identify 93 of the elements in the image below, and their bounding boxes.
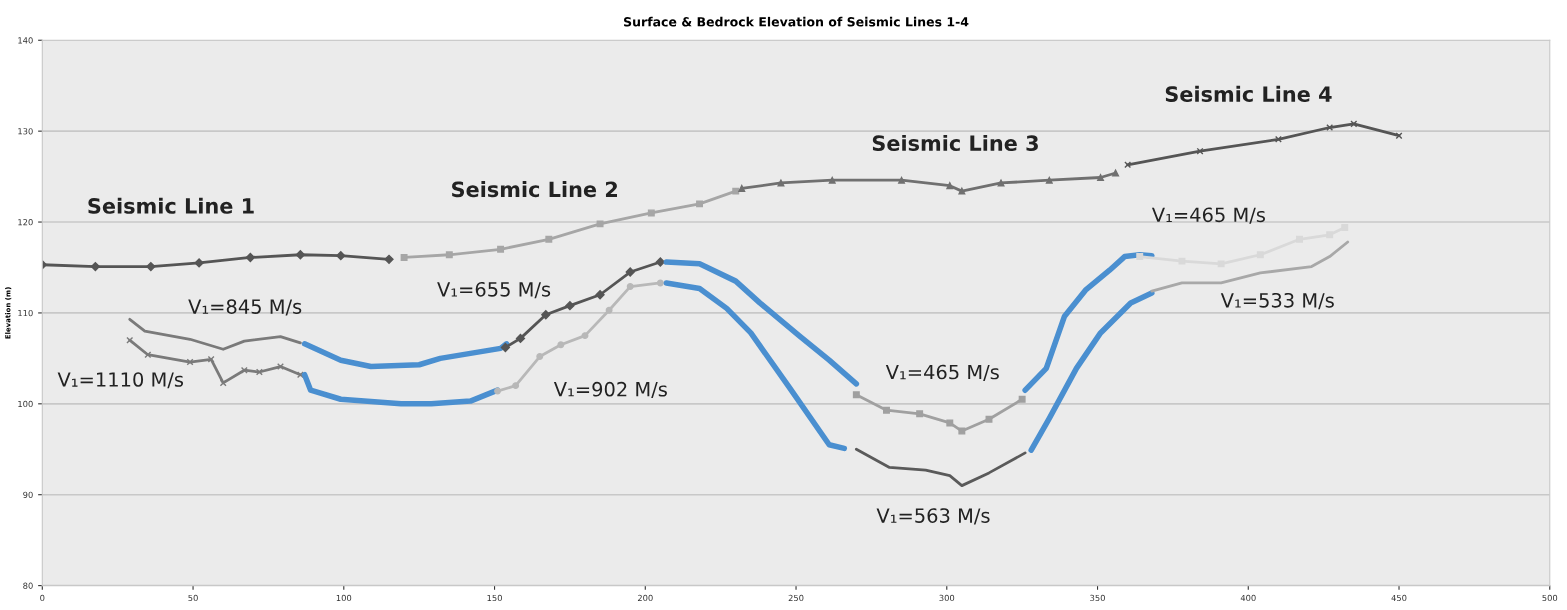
series-label: V₁=902 M/s	[553, 381, 667, 399]
x-tick-label: 250	[788, 594, 804, 602]
line-series	[854, 447, 1027, 488]
series-label: Seismic Line 1	[88, 197, 254, 214]
point	[545, 235, 553, 243]
point	[565, 301, 575, 311]
point	[1350, 120, 1358, 128]
y-tick-label: 110	[18, 309, 33, 317]
series-label: V₁=1110 M/s	[57, 372, 184, 389]
point	[946, 419, 954, 427]
point	[626, 283, 634, 291]
x-tick-label: 450	[1391, 594, 1407, 602]
series-label: V₁=465 M/s	[1151, 207, 1265, 224]
point	[916, 410, 924, 418]
y-tick-label: 120	[18, 219, 33, 226]
point	[515, 333, 526, 344]
point	[647, 209, 655, 217]
series-label: Seismic Line 4	[1165, 85, 1332, 102]
y-tick-label: 90	[23, 491, 33, 498]
point	[1124, 161, 1132, 169]
series-label: V₁=563 M/s	[876, 508, 990, 525]
point	[240, 366, 248, 374]
point	[1045, 176, 1053, 184]
point	[1395, 132, 1403, 140]
series-label: V₁=655 M/s	[437, 281, 551, 299]
point	[1136, 253, 1144, 261]
x-tick-label: 500	[1542, 594, 1558, 602]
point	[596, 220, 604, 228]
point	[146, 261, 156, 272]
point	[1274, 135, 1282, 143]
point	[985, 415, 993, 423]
x-tick-label: 0	[40, 594, 45, 602]
y-tick-label: 80	[23, 582, 33, 589]
x-tick-label: 300	[939, 594, 955, 602]
series-label: V₁=845 M/s	[188, 299, 302, 316]
point	[90, 261, 100, 272]
point	[595, 290, 605, 300]
point	[696, 200, 704, 208]
x-tick-label: 200	[637, 594, 653, 602]
point	[732, 187, 740, 195]
point	[500, 342, 511, 353]
point	[898, 176, 906, 184]
point	[1326, 124, 1334, 131]
series-label: Seismic Line 2	[452, 181, 618, 198]
point	[497, 245, 505, 253]
point	[738, 184, 746, 192]
x-tick-label: 100	[336, 594, 352, 602]
x-tick-label: 350	[1090, 594, 1105, 602]
point	[536, 353, 544, 361]
point	[245, 252, 255, 263]
point	[512, 382, 520, 390]
point	[336, 251, 346, 261]
point	[656, 279, 664, 287]
point	[400, 254, 408, 261]
point	[541, 310, 551, 320]
point	[852, 391, 860, 399]
line-series	[1150, 240, 1350, 293]
y-tick-label: 100	[18, 400, 33, 408]
point	[494, 387, 502, 395]
point	[255, 368, 263, 376]
x-tick-label: 150	[487, 594, 502, 602]
point	[946, 182, 954, 190]
x-tick-label: 50	[188, 594, 198, 602]
line-series	[128, 317, 302, 351]
series-label: Seismic Line 3	[872, 134, 1038, 152]
point	[1341, 224, 1349, 231]
point	[1097, 174, 1105, 181]
point	[958, 187, 966, 195]
point	[1112, 169, 1120, 177]
point	[384, 254, 394, 264]
point	[207, 355, 215, 363]
series-label: V₁=533 M/s	[1220, 292, 1334, 310]
point	[126, 336, 134, 344]
chart-title: Surface & Bedrock Elevation of Seismic Lines 1-4	[624, 16, 969, 27]
y-tick-label: 130	[18, 128, 33, 135]
point	[445, 251, 453, 259]
series-label: V₁=465 M/s	[885, 364, 999, 381]
point	[219, 379, 227, 387]
point	[1196, 147, 1204, 155]
point	[883, 406, 890, 414]
point	[958, 427, 966, 435]
point	[295, 250, 306, 260]
x-tick-label: 400	[1240, 594, 1256, 602]
point	[581, 332, 589, 340]
y-tick-label: 140	[18, 37, 33, 44]
point	[144, 351, 152, 359]
point	[557, 341, 565, 349]
point	[828, 176, 836, 184]
point	[625, 267, 635, 277]
point	[1018, 395, 1026, 403]
point	[605, 306, 613, 314]
point	[194, 258, 204, 268]
point	[655, 257, 665, 267]
